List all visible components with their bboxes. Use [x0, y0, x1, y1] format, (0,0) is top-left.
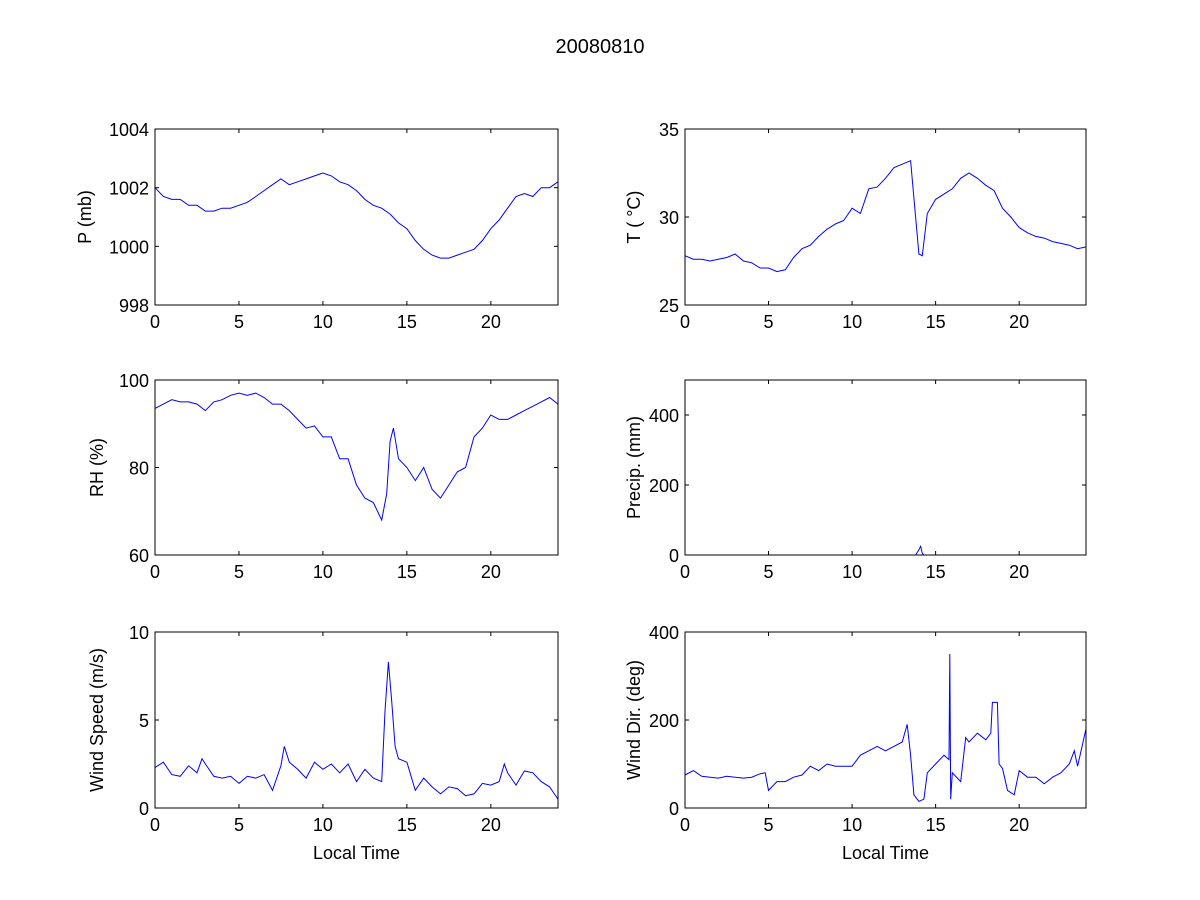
- y-tick-label: 30: [659, 208, 679, 228]
- x-tick-label: 10: [842, 312, 862, 332]
- plot-area: [155, 632, 558, 808]
- plot-area: [155, 380, 558, 555]
- x-tick-label: 15: [926, 312, 946, 332]
- y-tick-label: 1004: [109, 120, 149, 140]
- y-tick-label: 80: [129, 459, 149, 479]
- x-tick-label: 0: [150, 815, 160, 835]
- x-tick-label: 0: [150, 562, 160, 582]
- x-tick-label: 20: [481, 562, 501, 582]
- y-tick-label: 200: [649, 711, 679, 731]
- figure-title: 20080810: [556, 36, 645, 58]
- x-tick-label: 15: [926, 562, 946, 582]
- x-tick-label: 5: [764, 562, 774, 582]
- y-tick-label: 200: [649, 476, 679, 496]
- axes-frame: [154, 128, 559, 306]
- precipitation-series-line: [685, 544, 1086, 555]
- x-tick-label: 5: [764, 312, 774, 332]
- plot-area: [685, 632, 1086, 808]
- pressure-panel: 0 5 10 15 20 998 1000 1002 1004 P (mb): [75, 120, 559, 332]
- x-tick-label: 5: [234, 562, 244, 582]
- temperature-panel: 0 5 10 15 20 25 30 35 T ( °C): [624, 120, 1087, 332]
- y-tick-label: 5: [139, 711, 149, 731]
- wind-speed-panel: 0 5 10 15 20 0 5 10 Wind Speed (m/s) Local Time: [87, 623, 559, 863]
- x-tick-label: 15: [397, 815, 417, 835]
- x-tick-label: 0: [680, 815, 690, 835]
- y-tick-label: 25: [659, 296, 679, 316]
- x-tick-label: 20: [481, 312, 501, 332]
- x-tick-label: 10: [313, 562, 333, 582]
- y-tick-label: 998: [119, 296, 149, 316]
- x-tick-label: 20: [481, 815, 501, 835]
- wind-direction-series-line: [685, 653, 1086, 803]
- y-axis-label: RH (%): [87, 438, 107, 497]
- y-axis-label: Wind Dir. (deg): [624, 660, 644, 780]
- y-tick-label: 10: [129, 623, 149, 643]
- y-tick-label: 60: [129, 546, 149, 566]
- plot-area: [155, 129, 558, 305]
- relative-humidity-panel: 0 5 10 15 20 60 80 100 RH (%): [87, 371, 559, 582]
- x-tick-label: 0: [680, 312, 690, 332]
- relative-humidity-series-line: [155, 392, 558, 522]
- x-tick-label: 20: [1009, 815, 1029, 835]
- x-axis-label: Local Time: [842, 843, 929, 863]
- x-tick-label: 0: [680, 562, 690, 582]
- y-tick-label: 400: [649, 406, 679, 426]
- wind-speed-series-line: [155, 661, 558, 800]
- y-tick-label: 0: [669, 546, 679, 566]
- y-axis-label: Precip. (mm): [624, 416, 644, 519]
- x-tick-label: 15: [397, 562, 417, 582]
- y-tick-label: 0: [139, 799, 149, 819]
- x-tick-label: 0: [150, 312, 160, 332]
- x-axis-label: Local Time: [313, 843, 400, 863]
- y-tick-label: 1000: [109, 237, 149, 257]
- x-tick-label: 10: [842, 815, 862, 835]
- x-tick-label: 5: [234, 815, 244, 835]
- plot-area: [685, 129, 1086, 305]
- x-tick-label: 10: [313, 312, 333, 332]
- y-tick-label: 35: [659, 120, 679, 140]
- y-tick-label: 100: [119, 371, 149, 391]
- x-tick-label: 15: [397, 312, 417, 332]
- y-tick-label: 0: [669, 799, 679, 819]
- axes-frame: [684, 379, 1087, 556]
- y-axis-label: Wind Speed (m/s): [87, 648, 107, 792]
- x-tick-label: 20: [1009, 312, 1029, 332]
- temperature-series-line: [685, 159, 1086, 273]
- x-tick-label: 20: [1009, 562, 1029, 582]
- plot-area: [685, 380, 1086, 555]
- x-tick-label: 10: [313, 815, 333, 835]
- x-tick-label: 5: [234, 312, 244, 332]
- y-tick-label: 1002: [109, 179, 149, 199]
- x-tick-label: 10: [842, 562, 862, 582]
- y-axis-label: T ( °C): [624, 191, 644, 244]
- x-tick-label: 5: [764, 815, 774, 835]
- y-tick-label: 400: [649, 623, 679, 643]
- x-tick-label: 15: [926, 815, 946, 835]
- pressure-series-line: [155, 172, 558, 259]
- y-axis-label: P (mb): [75, 190, 95, 244]
